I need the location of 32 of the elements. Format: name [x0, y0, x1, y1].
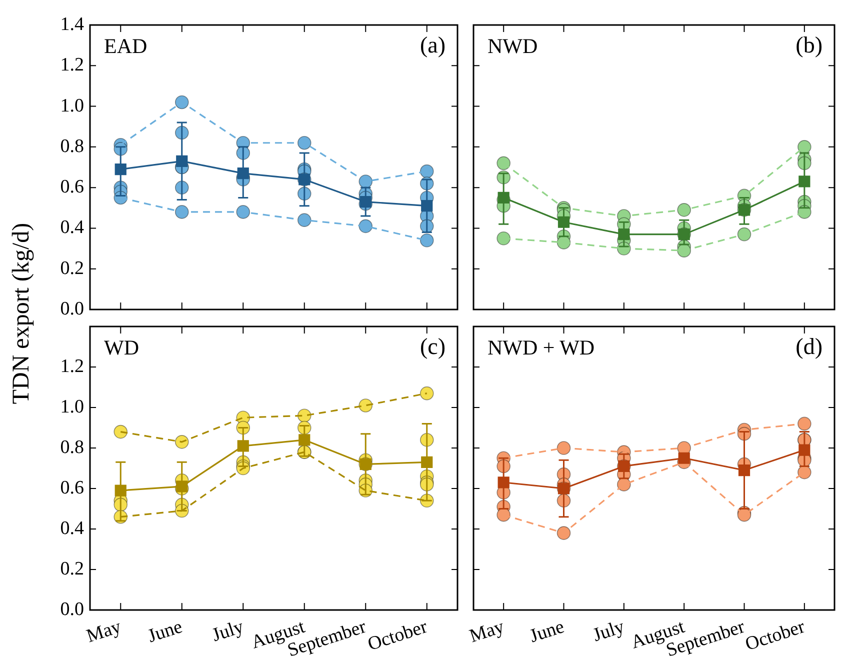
x-tick-label: May [84, 616, 124, 648]
y-tick-label: 1.4 [60, 14, 84, 35]
x-tick-label: October [742, 616, 808, 656]
y-tick-label: 1.0 [60, 396, 84, 418]
y-axis-title: TDN export (kg/d) [8, 222, 36, 406]
annotation: (b) [796, 32, 822, 58]
annotation: NWD + WD [488, 336, 595, 360]
y-tick-label: 0.6 [60, 477, 84, 498]
x-tick-label: May [467, 616, 508, 648]
x-tick-label: July [590, 616, 628, 646]
x-tick-label: June [145, 616, 185, 648]
y-tick-label: 1.0 [60, 95, 84, 116]
y-tick-label: 0.0 [60, 598, 84, 620]
x-tick-label: October [365, 616, 431, 656]
y-tick-label: 1.2 [60, 54, 84, 76]
annotation: (a) [420, 32, 446, 58]
x-tick-label: June [527, 616, 567, 648]
y-tick-label: 0.8 [60, 436, 84, 458]
y-tick-label: 0.8 [60, 136, 84, 157]
x-tick-label: July [210, 616, 247, 646]
y-tick-label: 0.4 [60, 217, 84, 238]
y-tick-label: 0.6 [60, 176, 84, 198]
annotation: WD [104, 336, 139, 360]
annotation: EAD [104, 34, 148, 58]
y-tick-label: 1.2 [60, 356, 84, 377]
y-tick-label: 0.2 [60, 558, 84, 580]
annotation: (c) [420, 334, 446, 360]
y-tick-label: 0.0 [60, 298, 84, 320]
y-tick-label: 0.2 [60, 258, 84, 279]
annotation: NWD [488, 34, 538, 58]
y-tick-label: 0.4 [60, 518, 84, 539]
annotation: (d) [796, 334, 822, 360]
